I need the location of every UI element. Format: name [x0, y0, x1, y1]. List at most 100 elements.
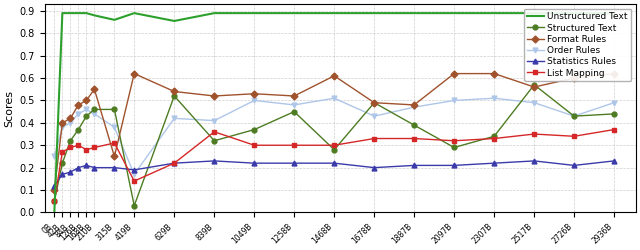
Statistics Rules	[371, 166, 378, 169]
Statistics Rules	[570, 164, 578, 167]
Format Rules	[410, 104, 418, 106]
List Mapping	[67, 146, 74, 149]
Statistics Rules	[211, 160, 218, 162]
Structured Text	[58, 162, 66, 165]
Order Rules	[250, 99, 258, 102]
Statistics Rules	[74, 166, 82, 169]
Unstructured Text	[170, 20, 178, 22]
Structured Text	[74, 128, 82, 131]
List Mapping	[51, 200, 58, 203]
Statistics Rules	[90, 166, 98, 169]
List Mapping	[490, 137, 498, 140]
Structured Text	[531, 83, 538, 86]
Format Rules	[67, 117, 74, 120]
Line: Unstructured Text: Unstructured Text	[54, 13, 614, 212]
List Mapping	[211, 130, 218, 133]
List Mapping	[330, 144, 338, 147]
List Mapping	[611, 128, 618, 131]
Unstructured Text	[531, 12, 538, 14]
Format Rules	[451, 72, 458, 75]
Structured Text	[371, 101, 378, 104]
Legend: Unstructured Text, Structured Text, Format Rules, Order Rules, Statistics Rules,: Unstructured Text, Structured Text, Form…	[524, 9, 631, 81]
Unstructured Text	[111, 18, 118, 21]
List Mapping	[58, 150, 66, 154]
Statistics Rules	[51, 184, 58, 187]
Format Rules	[58, 121, 66, 124]
Order Rules	[531, 101, 538, 104]
Unstructured Text	[131, 12, 138, 14]
Structured Text	[570, 115, 578, 118]
Statistics Rules	[58, 173, 66, 176]
Structured Text	[170, 94, 178, 98]
Statistics Rules	[330, 162, 338, 165]
Format Rules	[211, 94, 218, 98]
Format Rules	[371, 101, 378, 104]
Statistics Rules	[490, 162, 498, 165]
Structured Text	[131, 204, 138, 207]
Statistics Rules	[170, 162, 178, 165]
Order Rules	[330, 97, 338, 100]
Unstructured Text	[490, 12, 498, 14]
Format Rules	[570, 76, 578, 80]
Format Rules	[330, 74, 338, 77]
Unstructured Text	[58, 12, 66, 14]
Order Rules	[570, 115, 578, 118]
Format Rules	[250, 92, 258, 95]
Statistics Rules	[531, 160, 538, 162]
Order Rules	[371, 115, 378, 118]
Order Rules	[90, 112, 98, 116]
Line: Statistics Rules: Statistics Rules	[52, 158, 616, 188]
List Mapping	[111, 142, 118, 144]
Structured Text	[611, 112, 618, 116]
Statistics Rules	[410, 164, 418, 167]
Structured Text	[330, 148, 338, 151]
Unstructured Text	[90, 14, 98, 17]
Format Rules	[83, 99, 90, 102]
Format Rules	[170, 90, 178, 93]
Structured Text	[451, 146, 458, 149]
List Mapping	[451, 139, 458, 142]
Order Rules	[58, 126, 66, 129]
Order Rules	[111, 126, 118, 129]
Order Rules	[291, 104, 298, 106]
List Mapping	[371, 137, 378, 140]
Order Rules	[211, 119, 218, 122]
Order Rules	[83, 108, 90, 111]
Statistics Rules	[291, 162, 298, 165]
List Mapping	[131, 180, 138, 182]
Format Rules	[611, 72, 618, 75]
Order Rules	[410, 106, 418, 109]
Order Rules	[490, 97, 498, 100]
Statistics Rules	[250, 162, 258, 165]
Unstructured Text	[74, 12, 82, 14]
Format Rules	[90, 88, 98, 91]
Structured Text	[111, 108, 118, 111]
Unstructured Text	[83, 12, 90, 14]
Order Rules	[74, 112, 82, 116]
Structured Text	[410, 124, 418, 126]
List Mapping	[250, 144, 258, 147]
Order Rules	[131, 173, 138, 176]
Statistics Rules	[451, 164, 458, 167]
List Mapping	[83, 148, 90, 151]
Unstructured Text	[291, 12, 298, 14]
Unstructured Text	[410, 12, 418, 14]
List Mapping	[410, 137, 418, 140]
Order Rules	[170, 117, 178, 120]
Structured Text	[490, 135, 498, 138]
List Mapping	[170, 162, 178, 165]
Line: List Mapping: List Mapping	[52, 127, 616, 204]
Format Rules	[111, 155, 118, 158]
Statistics Rules	[611, 160, 618, 162]
Format Rules	[490, 72, 498, 75]
Format Rules	[131, 72, 138, 75]
Line: Structured Text: Structured Text	[52, 82, 616, 208]
Unstructured Text	[51, 211, 58, 214]
List Mapping	[74, 144, 82, 147]
Order Rules	[51, 155, 58, 158]
Structured Text	[67, 139, 74, 142]
List Mapping	[570, 135, 578, 138]
Y-axis label: Scores: Scores	[4, 90, 14, 127]
Line: Order Rules: Order Rules	[52, 96, 616, 177]
Structured Text	[51, 200, 58, 203]
